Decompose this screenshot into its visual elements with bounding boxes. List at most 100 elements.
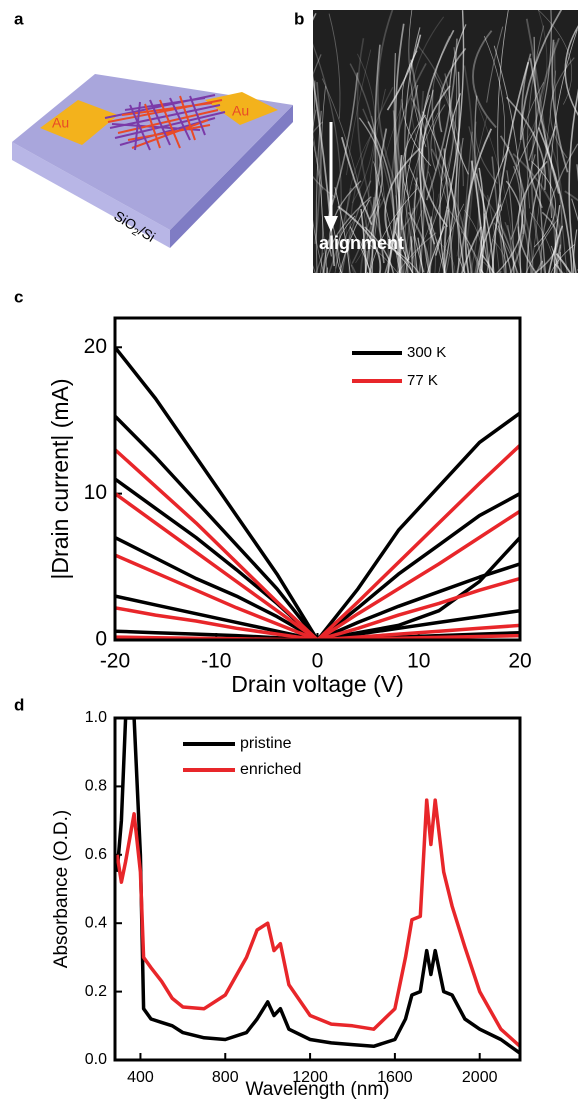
fiber xyxy=(320,86,328,273)
fiber xyxy=(371,115,390,273)
fiber xyxy=(418,29,455,245)
fiber xyxy=(443,148,454,273)
fiber xyxy=(321,78,372,273)
fiber xyxy=(547,288,575,513)
panel-label: c xyxy=(14,287,23,306)
fiber xyxy=(535,260,544,273)
fiber xyxy=(510,165,521,240)
fiber xyxy=(274,147,300,350)
fiber xyxy=(280,66,306,257)
legend-label: pristine xyxy=(240,735,292,752)
fiber xyxy=(516,82,545,167)
fiber xyxy=(341,180,372,273)
x-axis-title: Drain voltage (V) xyxy=(231,671,404,697)
electrode-label: Au xyxy=(52,115,69,131)
fiber xyxy=(397,155,403,273)
data-line xyxy=(115,798,520,1048)
fiber xyxy=(410,236,414,273)
data-line xyxy=(115,718,520,1055)
fiber xyxy=(364,197,375,273)
fiber xyxy=(349,63,379,264)
y-tick-label: 20 xyxy=(84,335,107,358)
fiber xyxy=(531,267,535,273)
fiber xyxy=(506,224,515,273)
fiber xyxy=(540,143,578,273)
fiber xyxy=(551,39,569,173)
fiber xyxy=(461,226,482,273)
fiber xyxy=(497,10,509,211)
electrode-label: Au xyxy=(232,103,249,119)
fiber xyxy=(365,88,386,253)
fiber xyxy=(479,188,518,273)
fiber xyxy=(482,261,495,273)
data-line xyxy=(115,629,520,640)
fiber xyxy=(313,80,316,137)
fiber xyxy=(464,288,497,500)
y-tick-label: 0.4 xyxy=(85,914,107,931)
fiber xyxy=(493,45,524,234)
nanotube-network xyxy=(104,94,226,151)
fiber xyxy=(564,25,578,116)
fiber xyxy=(531,161,556,248)
fiber xyxy=(559,251,562,273)
x-tick-label: 1200 xyxy=(292,1069,328,1086)
data-line xyxy=(115,444,520,640)
fiber xyxy=(421,111,460,273)
fiber xyxy=(521,53,543,209)
fiber xyxy=(463,209,483,273)
fiber xyxy=(463,65,474,240)
micrograph-fibers xyxy=(274,10,578,539)
fiber xyxy=(334,219,355,273)
fiber xyxy=(432,90,450,211)
fiber xyxy=(384,147,421,256)
fiber xyxy=(556,272,558,273)
x-tick-label: 2000 xyxy=(462,1069,498,1086)
fiber xyxy=(522,209,534,273)
fiber xyxy=(394,23,410,261)
fiber xyxy=(517,226,521,273)
fiber xyxy=(393,53,403,273)
fiber xyxy=(491,61,530,273)
fiber xyxy=(362,108,399,273)
fiber xyxy=(410,16,445,164)
fiber xyxy=(480,268,484,273)
legend-label: 300 K xyxy=(407,344,446,361)
fiber xyxy=(448,24,469,175)
fiber xyxy=(392,110,417,273)
fiber xyxy=(491,156,506,273)
fiber xyxy=(417,237,424,273)
x-tick-label: 0 xyxy=(312,650,324,673)
fiber xyxy=(426,226,446,273)
fiber xyxy=(476,103,515,273)
fiber xyxy=(576,269,578,272)
x-tick-label: 1600 xyxy=(377,1069,413,1086)
fiber xyxy=(400,292,418,539)
fiber xyxy=(336,215,356,273)
fiber xyxy=(404,112,439,273)
y-tick-label: 0.0 xyxy=(85,1051,107,1068)
fiber xyxy=(315,110,322,273)
y-tick-label: 0.6 xyxy=(85,846,107,863)
fiber xyxy=(333,292,363,514)
y-tick-label: 0.8 xyxy=(85,778,107,795)
fiber xyxy=(573,229,578,273)
data-line xyxy=(115,346,520,640)
fiber xyxy=(495,180,523,273)
fiber xyxy=(313,73,336,267)
fiber xyxy=(399,94,431,273)
fiber xyxy=(497,203,507,273)
fiber xyxy=(517,160,548,273)
fiber xyxy=(540,261,543,273)
slab-side xyxy=(170,105,293,248)
fiber xyxy=(374,44,385,264)
fiber xyxy=(397,232,437,273)
fiber xyxy=(368,205,379,273)
data-line xyxy=(115,553,520,640)
annotation: alignment xyxy=(319,233,404,253)
fiber xyxy=(445,278,466,482)
data-line xyxy=(115,606,520,640)
y-axis-title: |Drain current| (mA) xyxy=(47,378,73,579)
fiber xyxy=(337,205,382,273)
